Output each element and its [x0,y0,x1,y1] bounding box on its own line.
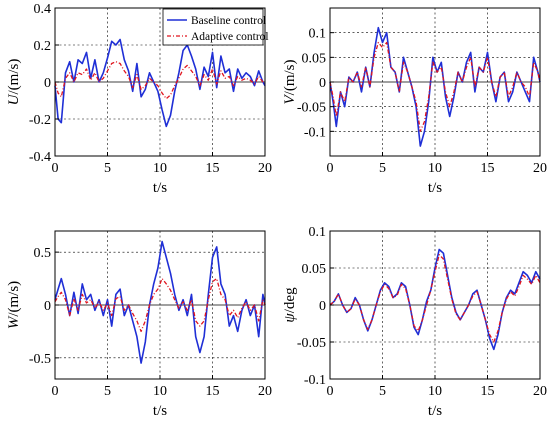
y-axis-label: V/(m/s) [282,59,298,104]
y-axis-unit: /(m/s) [282,59,298,95]
y-tick-label-4: 0.1 [309,225,327,240]
x-tick-label-1: 5 [104,161,111,176]
y-axis-label: ψ/deg [282,287,298,323]
y-axis-unit: /deg [282,287,298,313]
x-tick-label-2: 10 [153,161,167,176]
y-tick-label-0: -0.5 [29,352,51,367]
x-axis-label: t/s [153,403,167,419]
x-tick-label-4: 20 [533,161,547,176]
y-axis-symbol: W [6,315,22,329]
panel-psi: 0 5 10 15 20 -0.1 -0.05 0 0.05 0.1 t/s ψ/deg [282,225,547,419]
y-tick-label-0: -0.4 [29,150,51,165]
y-tick-label-4: 0.4 [34,2,52,17]
x-tick-label-3: 15 [206,384,220,399]
series-line-baseline [329,248,541,351]
series-line-adaptive [329,41,541,132]
x-axis-label: t/s [428,403,442,419]
x-tick-label-2: 10 [428,161,442,176]
legend-box [162,8,264,46]
x-tick-label-4: 20 [258,384,272,399]
y-tick-label-2: 0 [319,76,326,91]
y-axis-unit: /(m/s) [6,59,22,95]
x-tick-label-1: 5 [379,384,386,399]
x-tick-label-2: 10 [428,384,442,399]
x-tick-label-3: 15 [481,161,495,176]
x-tick-label-0: 0 [327,161,334,176]
legend: Baseline control Adaptive control [162,8,269,46]
y-axis-unit: /(m/s) [6,281,22,317]
x-tick-label-1: 5 [379,161,386,176]
y-tick-label-2: 0.5 [34,246,52,261]
x-axis-label: t/s [153,180,167,196]
y-tick-label-2: 0 [319,299,326,314]
y-tick-label-0: -0.1 [304,125,326,140]
series-line-baseline [54,38,266,128]
series-line-adaptive [54,277,266,333]
x-tick-label-1: 5 [104,384,111,399]
legend-label-adaptive: Adaptive control [191,31,269,43]
y-tick-label-1: -0.05 [297,336,326,351]
y-axis-label: U/(m/s) [6,59,22,106]
panel-w: 0 5 10 15 20 -0.5 0 0.5 t/s W/(m/s) [6,230,272,419]
x-tick-label-4: 20 [258,161,272,176]
panel-u: 0 5 10 15 20 -0.4 -0.2 0 0.2 0.4 t/s U/(m/s) Baselin… [6,2,272,196]
y-tick-label-1: -0.2 [29,113,51,128]
series-line-baseline [54,240,266,364]
legend-label-baseline: Baseline control [191,15,266,27]
y-axis-label: W/(m/s) [6,281,22,329]
y-tick-label-2: 0 [44,76,51,91]
y-axis-symbol: ψ [282,313,298,323]
x-axis-label: t/s [428,180,442,196]
panel-v: 0 5 10 15 20 -0.1 -0.05 0 0.05 0.1 t/s V/(m/s) [282,7,547,196]
series-line-adaptive [54,61,266,100]
x-tick-label-0: 0 [52,161,59,176]
y-axis-symbol: V [282,94,298,105]
x-tick-label-0: 0 [327,384,334,399]
x-tick-label-3: 15 [481,384,495,399]
x-tick-label-0: 0 [52,384,59,399]
y-tick-label-3: 0.05 [302,51,327,66]
y-tick-label-3: 0.05 [302,262,327,277]
x-tick-label-3: 15 [206,161,220,176]
y-tick-label-4: 0.1 [309,27,327,42]
y-tick-label-1: -0.05 [297,101,326,116]
y-tick-label-1: 0 [44,299,51,314]
series-line-adaptive [329,254,541,343]
x-tick-label-4: 20 [533,384,547,399]
y-axis-symbol: U [6,93,22,105]
x-tick-label-2: 10 [153,384,167,399]
y-tick-label-3: 0.2 [34,39,52,54]
y-tick-label-0: -0.1 [304,373,326,388]
